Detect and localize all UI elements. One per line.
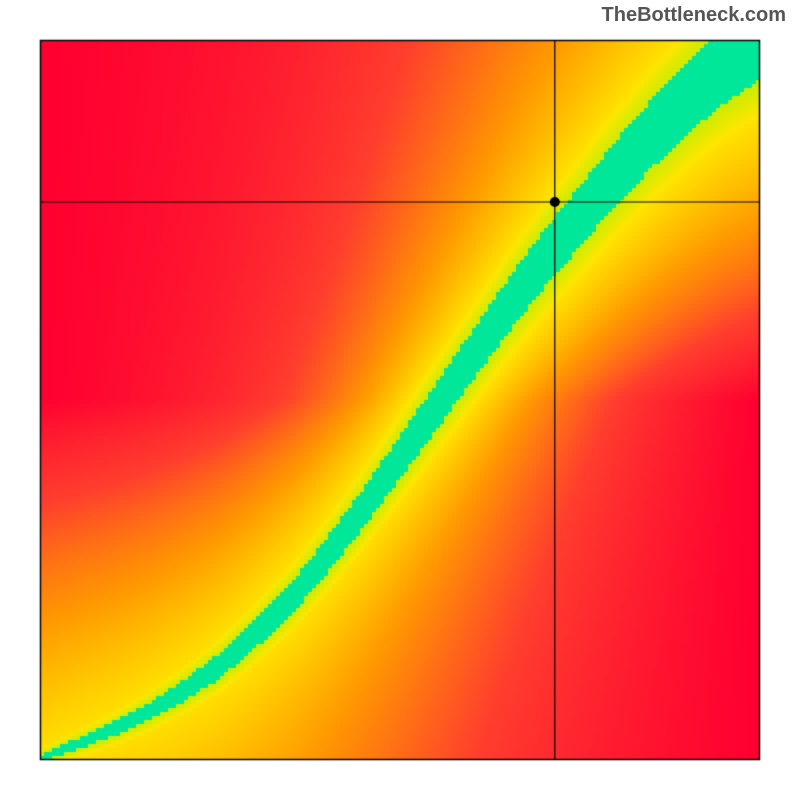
bottleneck-heatmap <box>30 30 770 770</box>
attribution-text: TheBottleneck.com <box>602 4 786 27</box>
chart-container: TheBottleneck.com <box>0 0 800 800</box>
